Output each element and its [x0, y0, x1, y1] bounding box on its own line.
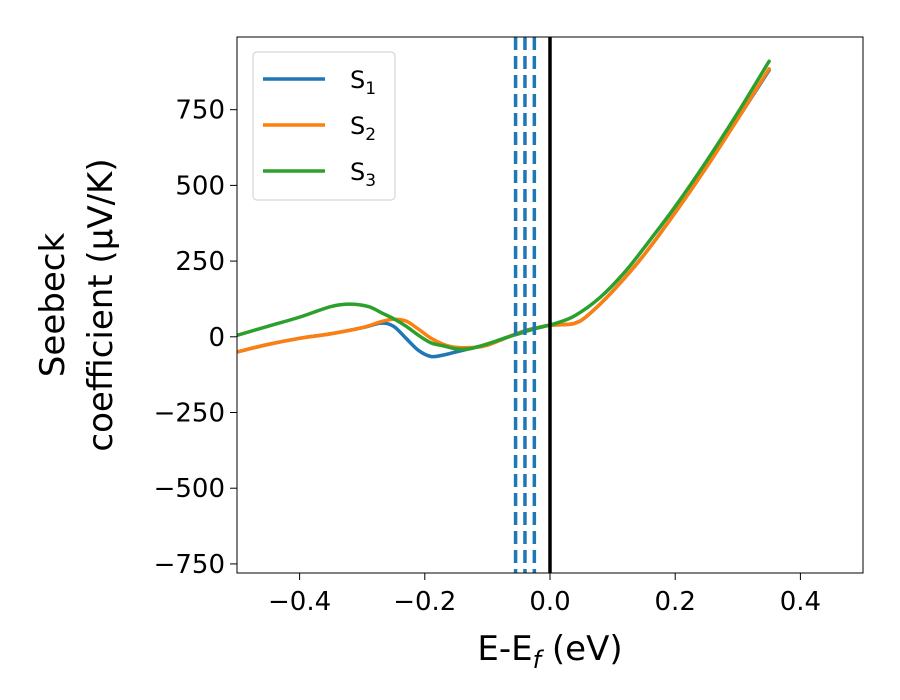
x-tick-label: −0.2 — [393, 587, 456, 617]
x-axis-ticks: −0.4 −0.2 0.0 0.2 0.4 — [268, 573, 821, 617]
x-tick-label: 0.2 — [655, 587, 696, 617]
x-tick-label: 0.4 — [780, 587, 821, 617]
legend-label: S1 — [350, 66, 376, 99]
x-tick-label: 0.0 — [529, 587, 570, 617]
series-line-S3 — [237, 59, 771, 352]
y-tick-label: −750 — [154, 550, 225, 580]
x-axis-title: E-Ef (eV) — [477, 629, 622, 674]
y-tick-label: −500 — [154, 474, 225, 504]
y-tick-label: 750 — [175, 96, 225, 126]
vertical-lines-layer — [513, 37, 552, 573]
legend-item-S3: S3 — [263, 158, 376, 191]
y-axis-title-line1: Seebeck — [33, 233, 73, 378]
y-axis-title: Seebeck coefficient (μV/K) — [33, 158, 121, 451]
y-tick-label: 500 — [175, 171, 225, 201]
legend-item-S1: S1 — [263, 66, 376, 99]
series-layer — [237, 59, 771, 359]
legend-label: S2 — [350, 112, 376, 145]
legend-item-S2: S2 — [263, 112, 376, 145]
y-axis-ticks: −750 −500 −250 0 250 500 750 — [154, 96, 237, 580]
y-axis-title-line2: coefficient (μV/K) — [81, 158, 121, 451]
x-tick-label: −0.4 — [268, 587, 331, 617]
y-tick-label: −250 — [154, 399, 225, 429]
y-tick-label: 250 — [175, 247, 225, 277]
legend-label: S3 — [350, 158, 376, 191]
y-tick-label: 0 — [208, 323, 225, 353]
legend: S1 S2 S3 — [252, 51, 396, 201]
